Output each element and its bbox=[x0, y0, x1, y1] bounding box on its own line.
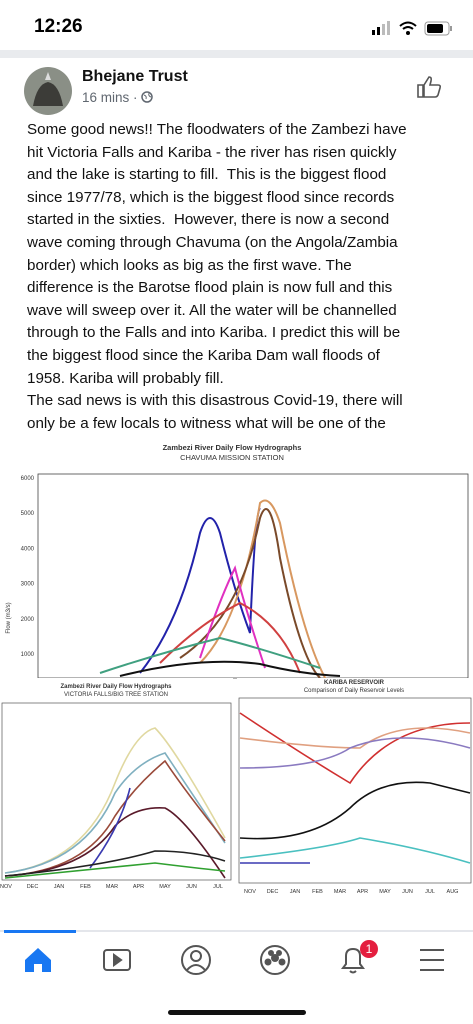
globe-icon bbox=[141, 91, 154, 103]
br-x-label: JAN bbox=[290, 889, 300, 895]
bl-x-label: NOV bbox=[0, 884, 12, 890]
br-x-label: MAR bbox=[334, 889, 346, 895]
text-line: the biggest flood since the Kariba Dam w… bbox=[27, 347, 380, 364]
text-line: border) which looks as big as the first … bbox=[27, 256, 352, 274]
status-icons bbox=[372, 21, 452, 36]
text-line: difference is the Barotse flood plain is… bbox=[27, 279, 393, 297]
bl-x-label: JAN bbox=[54, 884, 64, 890]
post-time-text: 16 mins · bbox=[82, 90, 138, 105]
top-subtitle: CHAVUMA MISSION STATION bbox=[180, 453, 284, 462]
bl-x-label: DEC bbox=[27, 884, 39, 890]
top-y-label: Flow (m3/s) bbox=[6, 602, 12, 633]
br-subtitle: Comparison of Daily Reservoir Levels bbox=[304, 688, 404, 694]
nav-profile[interactable] bbox=[181, 945, 211, 975]
top-y-tick: 1000 bbox=[21, 652, 35, 658]
text-line: hit Victoria Falls and Kariba - the rive… bbox=[27, 143, 397, 161]
status-time: 12:26 bbox=[34, 16, 83, 37]
post-image[interactable]: Zambezi River Daily Flow Hydrographs CHA… bbox=[0, 438, 473, 908]
bl-x-label: MAY bbox=[159, 884, 171, 890]
bl-title: Zambezi River Daily Flow Hydrographs bbox=[60, 684, 172, 690]
nav-menu[interactable] bbox=[420, 949, 444, 971]
badge bbox=[360, 940, 378, 958]
nav-groups[interactable] bbox=[260, 945, 290, 975]
nav-video[interactable] bbox=[103, 949, 131, 971]
br-x-label: NOV bbox=[244, 889, 256, 895]
text-line: through to the Falls and into Kariba. I … bbox=[27, 324, 401, 342]
text-line: and the lake is starting to fill. This i… bbox=[27, 166, 387, 184]
br-x-label: MAY bbox=[379, 889, 391, 895]
like-button[interactable] bbox=[416, 74, 444, 100]
top-y-tick: 2000 bbox=[21, 617, 35, 623]
text-line: 1958. Kariba will probably fill. bbox=[27, 369, 224, 387]
br-x-label: APR bbox=[357, 889, 368, 895]
post-time: 16 mins · bbox=[82, 90, 154, 105]
top-y-tick: 5000 bbox=[21, 511, 35, 517]
bl-x-label: APR bbox=[133, 884, 144, 890]
br-x-label: JUL bbox=[425, 889, 435, 895]
text-line: since 1977/78, which is the biggest floo… bbox=[27, 188, 395, 206]
bl-x-label: JUN bbox=[186, 884, 197, 890]
br-x-label: FEB bbox=[312, 889, 323, 895]
active-tab bbox=[4, 930, 76, 933]
nav-home[interactable] bbox=[25, 948, 51, 972]
text-line: wave coming through Chavuma (on the Ango… bbox=[27, 234, 398, 251]
bl-x-label: FEB bbox=[80, 884, 91, 890]
nav-bar: 1 bbox=[25, 940, 444, 975]
author[interactable]: Bhejane Trust bbox=[82, 68, 188, 85]
avatar[interactable] bbox=[23, 66, 73, 116]
bl-x-label: JUL bbox=[213, 884, 223, 890]
text-line: started in the sixties. However, there i… bbox=[27, 211, 390, 229]
bl-subtitle: VICTORIA FALLS/BIG TREE STATION bbox=[64, 692, 168, 698]
home-indicator bbox=[168, 1010, 306, 1015]
top-y-tick: 6000 bbox=[21, 476, 35, 482]
br-curves bbox=[239, 712, 471, 864]
text-line: Some good news!! The floodwaters of the … bbox=[27, 121, 407, 138]
text-line: The sad news is with this disastrous Cov… bbox=[27, 392, 403, 410]
nav-notifications[interactable] bbox=[341, 947, 365, 974]
br-x-label: JUN bbox=[402, 889, 413, 895]
bl-curves bbox=[4, 727, 226, 879]
top-y-tick: 4000 bbox=[21, 546, 35, 552]
text-line: only be a few locals to witness what wil… bbox=[27, 414, 386, 432]
divider bbox=[0, 50, 473, 58]
br-x-label: AUG bbox=[447, 889, 459, 895]
top-curves bbox=[99, 499, 341, 699]
br-x-label: DEC bbox=[267, 889, 279, 895]
badge-count: 1 bbox=[366, 942, 373, 956]
text-line: wave will sweep over it. All the water w… bbox=[27, 301, 397, 319]
bl-x-label: MAR bbox=[106, 884, 118, 890]
top-title: Zambezi River Daily Flow Hydrographs bbox=[163, 443, 302, 452]
br-title: KARIBA RESERVOIR bbox=[324, 680, 385, 686]
top-y-tick: 3000 bbox=[21, 582, 35, 588]
